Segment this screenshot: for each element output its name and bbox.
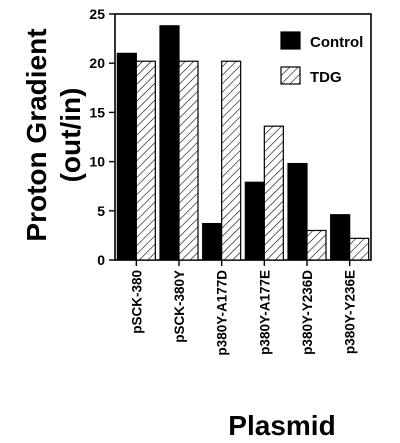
y-tick-label: 15 — [89, 104, 105, 120]
legend-label-tdg: TDG — [310, 69, 342, 86]
bar-tdg-p380y-a177e — [263, 125, 284, 261]
y-axis-title-line-2: (out/in) — [55, 88, 86, 183]
bar-tdg-psck-380 — [135, 60, 156, 261]
bar-control-p380y-a177e — [244, 181, 265, 261]
y-tick-label: 0 — [97, 252, 105, 268]
bar-control-psck-380 — [116, 52, 137, 261]
x-tick-label: pSCK-380Y — [172, 270, 187, 343]
x-tick-label: pSCK-380 — [129, 270, 144, 334]
y-axis-title-line-1: Proton Gradient — [21, 28, 52, 241]
bar-tdg-p380y-y236e — [349, 237, 370, 261]
bar-control-p380y-y236d — [287, 162, 308, 261]
y-tick-label: 10 — [89, 154, 105, 170]
bar-tdg-p380y-a177d — [221, 60, 242, 261]
legend-swatch-control — [280, 31, 301, 50]
bar-control-p380y-a177d — [202, 222, 223, 261]
bar-tdg-psck-380y — [178, 60, 199, 261]
x-tick-label: p380Y-A177D — [215, 270, 230, 356]
legend-swatch-tdg — [280, 66, 301, 85]
y-tick-label: 25 — [89, 6, 105, 22]
x-tick-label: p380Y-Y236E — [343, 270, 358, 354]
y-tick-label: 5 — [97, 203, 105, 219]
bar-tdg-p380y-y236d — [306, 229, 327, 261]
x-tick-label: p380Y-A177E — [257, 270, 272, 355]
legend-label-control: Control — [310, 34, 363, 51]
bar-control-psck-380y — [159, 25, 180, 261]
x-axis-title: Plasmid — [228, 410, 335, 441]
x-tick-label: p380Y-Y236D — [300, 270, 315, 355]
y-tick-label: 20 — [89, 55, 105, 71]
bar-control-p380y-y236e — [330, 214, 351, 261]
plot-frame — [114, 13, 372, 261]
